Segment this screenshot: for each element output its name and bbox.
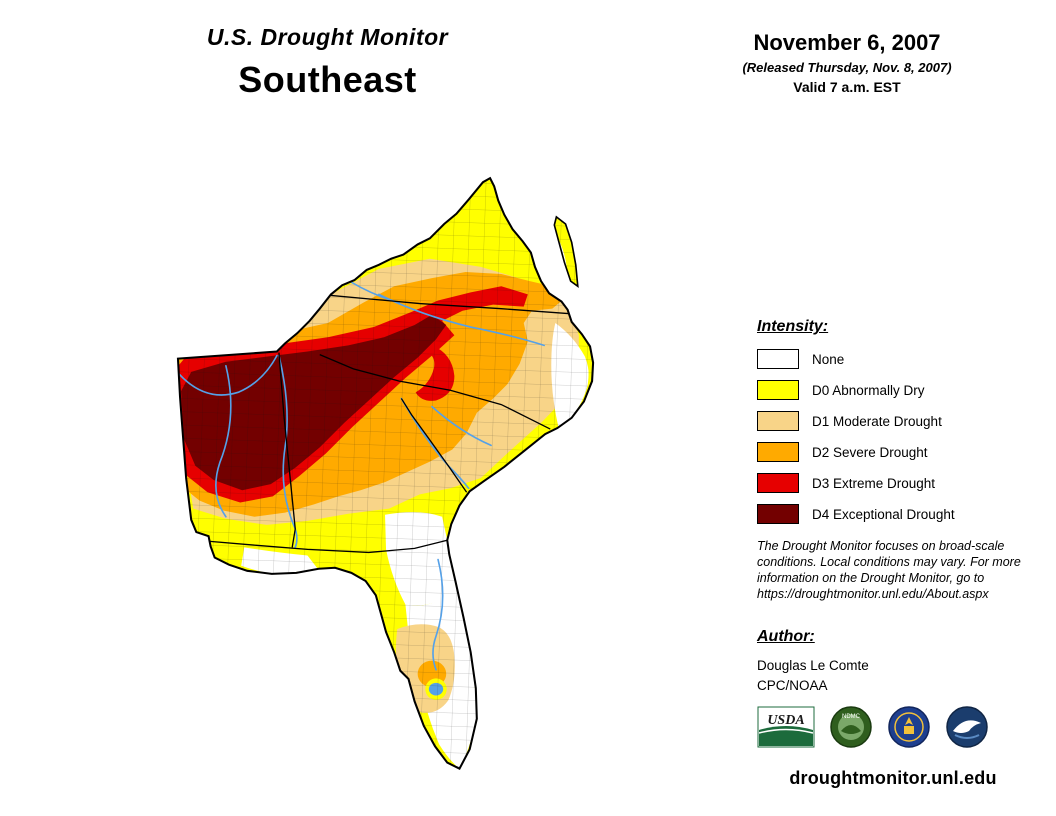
legend-item-d2: D2 Severe Drought — [757, 442, 1037, 462]
d4-swatch — [757, 504, 799, 524]
usda-logo: USDA — [757, 706, 815, 748]
author-heading: Author: — [757, 628, 815, 645]
svg-text:NDMC: NDMC — [842, 714, 861, 720]
legend-label: D4 Exceptional Drought — [812, 506, 955, 522]
intensity-legend: Intensity: None D0 Abnormally Dry D1 Mod… — [757, 318, 1037, 535]
region-outline — [176, 176, 595, 771]
legend-item-d3: D3 Extreme Drought — [757, 473, 1037, 493]
legend-item-d0: D0 Abnormally Dry — [757, 380, 1037, 400]
author-name: Douglas Le Comte — [757, 658, 869, 673]
d3-swatch — [757, 473, 799, 493]
state-borders — [208, 294, 572, 554]
d1-swatch — [757, 411, 799, 431]
valid-time: Valid 7 a.m. EST — [793, 79, 901, 95]
agency-logos: USDA NDMC — [757, 705, 989, 749]
title-block: U.S. Drought Monitor Southeast — [160, 24, 495, 101]
noaa-logo — [945, 705, 989, 749]
author-org: CPC/NOAA — [757, 677, 828, 693]
disclaimer-text: The Drought Monitor focuses on broad-sca… — [757, 539, 1021, 601]
legend-label: D0 Abnormally Dry — [812, 382, 925, 398]
map-date: November 6, 2007 — [753, 30, 941, 55]
legend-item-d1: D1 Moderate Drought — [757, 411, 1037, 431]
cpc-doc-logo — [887, 705, 931, 749]
release-date: (Released Thursday, Nov. 8, 2007) — [742, 60, 952, 75]
legend-item-none: None — [757, 349, 1037, 369]
none-swatch — [757, 349, 799, 369]
legend-heading: Intensity: — [757, 318, 829, 335]
region-title: Southeast — [238, 59, 417, 100]
footer-url: droughtmonitor.unl.edu — [789, 768, 997, 788]
svg-text:USDA: USDA — [767, 713, 804, 728]
legend-label: D3 Extreme Drought — [812, 475, 936, 491]
legend-item-d4: D4 Exceptional Drought — [757, 504, 1037, 524]
eastern-shore-outline — [553, 215, 579, 288]
ndmc-logo: NDMC — [829, 705, 873, 749]
drought-map — [163, 172, 605, 784]
county-grid — [177, 178, 594, 769]
southeast-drought-map-svg — [176, 176, 595, 771]
legend-label: None — [812, 351, 845, 367]
legend-label: D2 Severe Drought — [812, 444, 928, 460]
d2-swatch — [757, 442, 799, 462]
author-block: Author: Douglas Le Comte CPC/NOAA — [757, 628, 1017, 695]
date-block: November 6, 2007 (Released Thursday, Nov… — [712, 30, 982, 95]
d0-swatch — [757, 380, 799, 400]
legend-label: D1 Moderate Drought — [812, 413, 942, 429]
page-title: U.S. Drought Monitor — [206, 24, 449, 50]
